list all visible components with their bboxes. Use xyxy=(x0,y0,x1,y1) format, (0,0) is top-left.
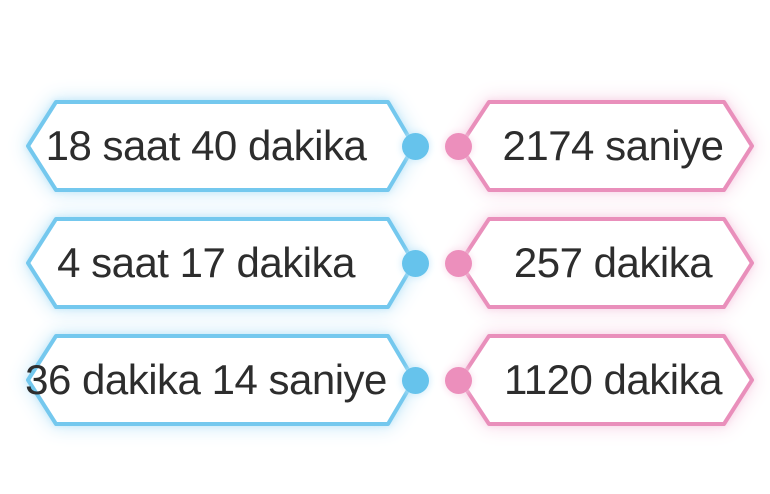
match-card-left-1[interactable]: 18 saat 40 dakika xyxy=(26,100,429,192)
hexagon-outline xyxy=(458,100,754,192)
match-card-left-2[interactable]: 4 saat 17 dakika xyxy=(26,217,429,309)
hexagon-outline xyxy=(458,217,754,309)
match-card-right-2[interactable]: 257 dakika xyxy=(445,217,754,309)
hexagon-outline xyxy=(458,334,754,426)
connector-dot[interactable] xyxy=(445,132,472,160)
match-card-label: 1120 dakika xyxy=(504,356,722,403)
match-card-label: 18 saat 40 dakika xyxy=(45,122,367,169)
match-card-right-1[interactable]: 2174 saniye xyxy=(445,100,754,192)
connector-dot[interactable] xyxy=(402,132,429,160)
match-card-left-3[interactable]: 36 dakika 14 saniye xyxy=(25,334,429,426)
match-card-label: 4 saat 17 dakika xyxy=(57,239,355,286)
connector-dot[interactable] xyxy=(445,249,472,277)
match-card-label: 2174 saniye xyxy=(502,122,724,169)
match-card-right-3[interactable]: 1120 dakika xyxy=(445,334,754,426)
connector-dot[interactable] xyxy=(402,366,429,394)
match-card-label: 257 dakika xyxy=(513,239,713,286)
connector-dot[interactable] xyxy=(445,366,472,394)
connector-dot[interactable] xyxy=(402,249,429,277)
match-card-label: 36 dakika 14 saniye xyxy=(25,356,387,403)
